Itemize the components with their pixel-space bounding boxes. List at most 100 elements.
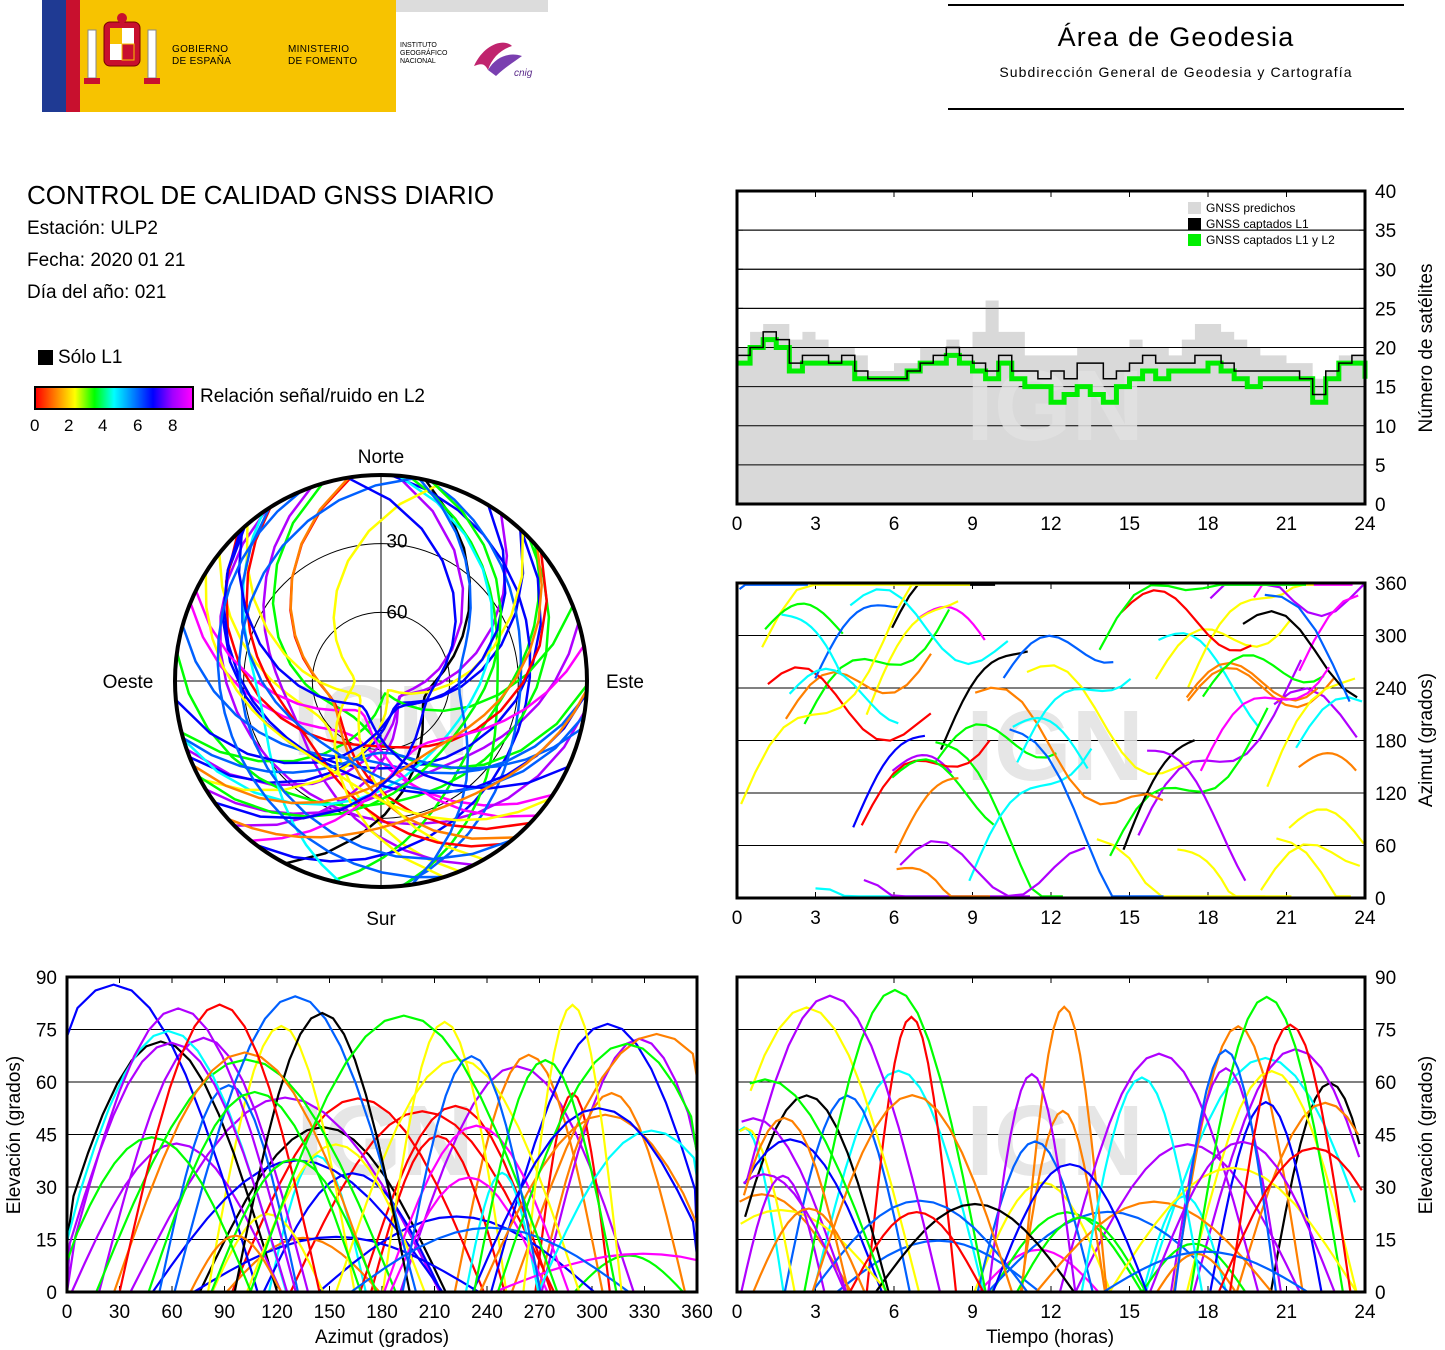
- x-tick-label-18: 18: [1197, 514, 1218, 535]
- government-logos: GOBIERNO DE ESPAÑA MINISTERIO DE FOMENTO…: [42, 0, 548, 112]
- label-south: Sur: [366, 909, 396, 930]
- y-tick-label-240: 240: [1375, 679, 1407, 700]
- x-tick-label-150: 150: [314, 1302, 346, 1323]
- sky-track: [410, 477, 472, 886]
- y-tick-label-35: 35: [1375, 221, 1396, 242]
- sky-track: [216, 490, 445, 879]
- sky-track: [199, 531, 525, 792]
- y-tick-label-15: 15: [1375, 1231, 1396, 1252]
- x-tick-label-18: 18: [1197, 908, 1218, 929]
- elev-time-track: [1148, 1140, 1336, 1293]
- sky-track: [182, 727, 582, 774]
- elev-time-track: [1228, 1023, 1352, 1293]
- elev-az-track: [401, 1054, 542, 1293]
- x-tick-label-6: 6: [889, 1302, 900, 1323]
- azimuth-track: [939, 650, 1028, 751]
- azimuth-track: [1199, 666, 1331, 772]
- elev-az-track: [147, 1090, 362, 1293]
- y-tick-label-0: 0: [46, 1283, 57, 1304]
- plot-frame: [735, 975, 1367, 1294]
- x-tick-label-330: 330: [629, 1302, 661, 1323]
- y-tick-label-5: 5: [1375, 456, 1386, 477]
- elev-time-track: [740, 1174, 826, 1293]
- snr-label: Relación señal/ruido en L2: [200, 386, 425, 407]
- elev-az-track: [471, 1107, 699, 1293]
- azimuth-track: [1096, 838, 1292, 898]
- elev-az-track: [453, 1053, 604, 1293]
- ign-logo-text: INSTITUTO GEOGRÁFICO NACIONAL: [400, 42, 447, 66]
- x-tick-label-12: 12: [1040, 908, 1061, 929]
- azimuth-track: [784, 653, 932, 720]
- azimuth-track: [1185, 661, 1318, 702]
- azimuth-track: [1120, 589, 1252, 652]
- azimuth-track: [1109, 707, 1269, 857]
- y-tick-label-20: 20: [1375, 339, 1396, 360]
- x-tick-label-120: 120: [261, 1302, 293, 1323]
- elev-time-track: [739, 1193, 853, 1293]
- elev-time-track: [812, 1069, 985, 1293]
- x-tick-label-24: 24: [1354, 514, 1376, 535]
- x-tick-label-15: 15: [1119, 1302, 1140, 1323]
- y-tick-label-45: 45: [1375, 1126, 1396, 1147]
- elev-az-track: [522, 1003, 623, 1293]
- azimuth-track: [1016, 677, 1132, 763]
- snr-colorbar: [34, 386, 194, 410]
- azimuth-track: [1158, 632, 1260, 728]
- azimuth-track: [1002, 634, 1114, 679]
- l1l2-line: [737, 337, 1368, 405]
- elev-time-track: [990, 1211, 1143, 1293]
- azimuth-track: [1276, 837, 1351, 898]
- elev-time-tracks: [738, 988, 1363, 1293]
- elev-az-track: [479, 1113, 699, 1293]
- azimuth-track: [1288, 808, 1365, 845]
- sky-track: [271, 482, 588, 770]
- elev-time-track: [744, 1094, 890, 1293]
- azimuth-track: [1122, 739, 1196, 851]
- azimuth-track: [1154, 619, 1292, 680]
- x-tick-label-9: 9: [967, 1302, 978, 1323]
- plot-frame: [65, 975, 699, 1294]
- station-label: Estación: ULP2: [27, 218, 158, 239]
- elev-az-track: [249, 1014, 559, 1293]
- elev-time-track: [1144, 1056, 1357, 1293]
- y-tick-label-90: 90: [1375, 968, 1396, 989]
- x-tick-label-21: 21: [1276, 908, 1297, 929]
- sky-track: [227, 689, 588, 839]
- y-tick-label-10: 10: [1375, 417, 1396, 438]
- azimuth-track: [740, 584, 913, 805]
- government-logo-text: GOBIERNO DE ESPAÑA: [172, 44, 231, 68]
- x-tick-label-3: 3: [810, 1302, 821, 1323]
- legend-l1-swatch: [1188, 218, 1201, 230]
- elev-az-track: [189, 1234, 283, 1293]
- azimuth-track: [1298, 594, 1359, 672]
- x-tick-label-0: 0: [62, 1302, 73, 1323]
- coat-of-arms-icon: [84, 13, 160, 84]
- x-tick-label-0: 0: [732, 514, 743, 535]
- sky-track: [221, 525, 542, 770]
- azimuth-track: [1264, 593, 1351, 703]
- sky-track: [238, 476, 512, 861]
- azimuth-track: [738, 583, 808, 590]
- elev-time-track: [1058, 1052, 1260, 1293]
- elev-az-track: [233, 1011, 411, 1293]
- y-tick-label-360: 360: [1375, 574, 1407, 595]
- y-tick-label-15: 15: [36, 1231, 57, 1252]
- legend-predicted-label: GNSS predichos: [1206, 201, 1295, 215]
- elev-az-track: [317, 1215, 596, 1293]
- azimuth-track: [1260, 843, 1361, 891]
- x-tick-label-24: 24: [1354, 908, 1376, 929]
- legend-predicted-swatch: [1188, 202, 1201, 214]
- elev-time-track: [1019, 1109, 1107, 1293]
- azimuth-track: [1026, 664, 1190, 776]
- elev-time-track: [1074, 1143, 1301, 1293]
- elev-time-track: [739, 1126, 796, 1293]
- sky-track: [180, 605, 574, 763]
- elev-az-track: [210, 1158, 378, 1293]
- elev-az-track: [158, 1083, 299, 1293]
- azimuth-track: [899, 840, 1086, 898]
- y-tick-label-30: 30: [1375, 260, 1396, 281]
- elev-az-track: [206, 1024, 356, 1293]
- azimuth-ylabel: Azimut (grados): [1416, 673, 1437, 807]
